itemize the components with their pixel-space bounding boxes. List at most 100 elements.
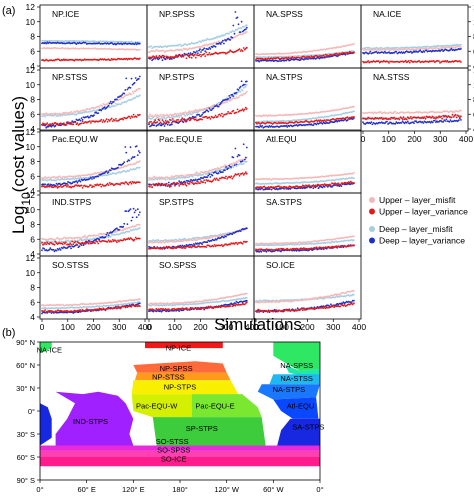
data-point <box>218 113 221 116</box>
data-point <box>74 121 77 124</box>
data-point <box>419 49 422 52</box>
panel-title: NP.SPSS <box>159 9 195 19</box>
data-point <box>110 117 113 120</box>
data-point <box>454 113 457 116</box>
data-point <box>347 52 350 54</box>
data-point <box>138 48 141 51</box>
data-point <box>104 236 107 238</box>
data-point <box>181 49 184 52</box>
y-tick-label: 8 <box>30 220 35 230</box>
data-point <box>458 116 461 119</box>
data-point <box>217 179 220 182</box>
data-point <box>207 110 210 113</box>
data-point <box>245 46 248 49</box>
data-point <box>105 233 108 236</box>
data-point <box>178 185 181 187</box>
data-point <box>241 89 244 92</box>
data-point <box>225 39 227 42</box>
data-point <box>446 116 449 119</box>
data-point <box>111 120 114 122</box>
data-point <box>52 248 55 251</box>
data-point <box>204 55 207 57</box>
data-point <box>208 116 211 119</box>
data-point <box>353 110 355 113</box>
data-point <box>99 183 102 186</box>
panel-title: NA.STPS <box>266 72 303 82</box>
data-point <box>339 53 342 56</box>
data-point <box>153 124 156 127</box>
data-point <box>438 60 440 62</box>
data-point <box>233 32 236 35</box>
y-tick-label: 10 <box>26 80 36 90</box>
data-point <box>353 116 355 118</box>
data-point <box>204 50 207 52</box>
x-axis-label: Simulations <box>214 315 302 334</box>
data-point <box>418 60 421 62</box>
data-point <box>228 32 231 35</box>
data-point <box>299 58 302 61</box>
data-point <box>109 169 112 172</box>
data-point <box>371 123 374 126</box>
data-point <box>81 120 84 123</box>
data-point <box>216 41 219 44</box>
data-point <box>138 160 141 163</box>
data-point <box>232 24 235 27</box>
data-point <box>110 240 113 243</box>
data-point <box>148 115 150 118</box>
data-point <box>425 49 428 52</box>
data-point <box>312 187 315 190</box>
data-point <box>213 116 216 118</box>
data-point <box>101 121 104 123</box>
data-point <box>154 119 157 122</box>
data-point <box>226 112 229 115</box>
data-point <box>217 105 220 108</box>
data-point <box>167 181 170 184</box>
data-point <box>388 62 390 64</box>
data-point <box>232 166 235 169</box>
data-point <box>406 120 409 123</box>
y-tick-label: 4 <box>30 61 35 71</box>
data-point <box>203 47 206 50</box>
data-point <box>41 249 43 252</box>
data-point <box>126 223 129 226</box>
data-point <box>238 48 241 50</box>
data-point <box>97 175 100 178</box>
data-point <box>138 57 141 60</box>
data-point <box>106 232 109 234</box>
data-point <box>201 118 204 121</box>
data-point <box>234 36 237 39</box>
data-point <box>149 186 151 188</box>
y-tick-label: 6 <box>30 46 35 56</box>
data-point <box>236 16 239 19</box>
data-point <box>328 54 330 57</box>
series-0 <box>255 43 355 56</box>
data-point <box>205 39 208 41</box>
data-point <box>133 156 136 158</box>
panel-title: NP.STSS <box>52 72 88 82</box>
data-point <box>237 173 240 175</box>
data-point <box>394 110 397 113</box>
data-point <box>159 113 162 116</box>
data-point <box>321 186 324 189</box>
data-point <box>192 55 195 57</box>
data-point <box>150 121 153 123</box>
data-point <box>278 60 280 62</box>
x-tick-label: 200 <box>407 134 421 144</box>
data-point <box>128 169 131 172</box>
data-point <box>191 52 194 55</box>
data-point <box>457 119 460 122</box>
data-point <box>194 52 197 54</box>
data-point <box>66 122 68 125</box>
data-point <box>208 173 211 176</box>
data-point <box>423 51 426 53</box>
x-tick-label: 300 <box>433 134 447 144</box>
data-point <box>445 118 448 121</box>
data-point <box>72 243 75 246</box>
data-point <box>237 23 240 26</box>
data-point <box>205 43 208 46</box>
data-point <box>119 98 121 101</box>
data-point <box>117 166 119 169</box>
data-point <box>439 50 441 53</box>
data-point <box>175 54 178 57</box>
data-point <box>76 122 79 124</box>
